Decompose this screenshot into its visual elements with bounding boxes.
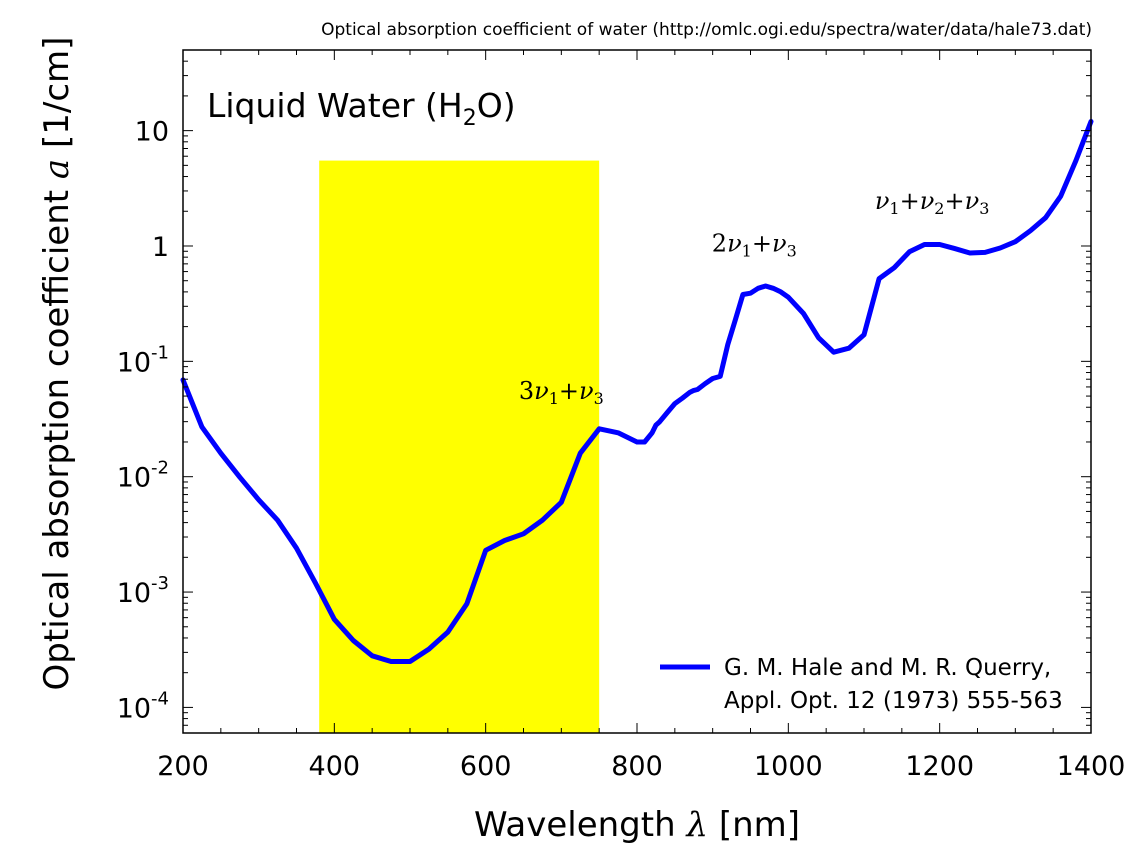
y-tick-label: 10-1 <box>117 342 169 378</box>
highlight-band-layer <box>319 160 600 733</box>
series-line-0 <box>180 119 1094 664</box>
x-tick-label: 600 <box>460 751 512 782</box>
band-annotation-1: 2ν1+ν3 <box>712 229 797 260</box>
y-tick-label: 10-2 <box>117 458 169 494</box>
y-tick-label: 1 <box>152 232 169 263</box>
legend-label: Appl. Opt. 12 (1973) 555-563 <box>724 688 1063 714</box>
source-note: Optical absorption coefficient of water … <box>321 20 1092 40</box>
y-axis-label: Optical absorption coefficient a [1/cm] <box>37 37 77 691</box>
visible-band <box>319 160 600 733</box>
y-tick-label: 10 <box>135 117 169 148</box>
x-tick-label: 400 <box>309 751 361 782</box>
x-tick-label: 1000 <box>754 751 823 782</box>
x-tick-label: 1200 <box>905 751 974 782</box>
x-tick-label: 1400 <box>1057 751 1126 782</box>
y-tick-label: 10-3 <box>117 573 169 609</box>
band-annotation-0: 3ν1+ν3 <box>519 377 604 408</box>
curve-layer <box>180 119 1094 664</box>
chart-title: Liquid Water (H2O) <box>207 86 516 131</box>
label-layer: 200 400 600 800 1000 1200 1400 10-4 10-3 10-2 10-1… <box>37 37 1125 845</box>
band-annotation-2: ν1+ν2+ν3 <box>875 187 990 218</box>
y-tick-label: 10-4 <box>117 688 169 724</box>
x-tick-label: 800 <box>611 751 663 782</box>
legend-label: G. M. Hale and M. R. Querry, <box>724 655 1051 681</box>
legend: G. M. Hale and M. R. Querry, Appl. Opt. 1… <box>660 655 1063 714</box>
plot-frame-layer <box>182 49 1092 734</box>
x-axis-label: Wavelength λ [nm] <box>474 805 800 845</box>
x-tick-label: 200 <box>157 751 209 782</box>
